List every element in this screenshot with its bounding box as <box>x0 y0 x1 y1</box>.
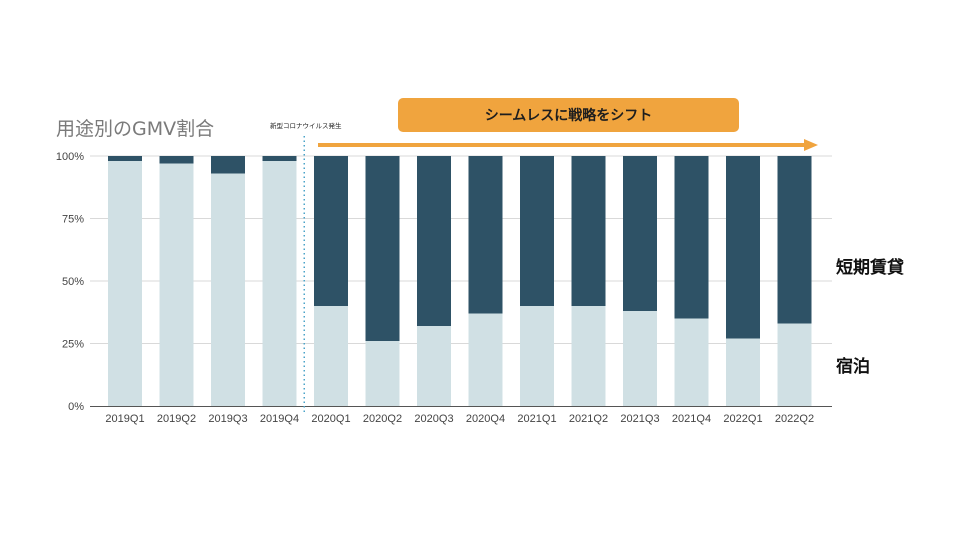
bar-lodging-2021Q1 <box>520 306 554 406</box>
bar-lodging-2022Q2 <box>777 323 812 406</box>
y-tick-label: 25% <box>62 339 84 351</box>
x-tick-label: 2021Q3 <box>620 413 659 425</box>
bar-short-term-rental-2021Q4 <box>674 156 709 319</box>
x-tick-label: 2019Q3 <box>208 413 247 425</box>
x-tick-label: 2021Q2 <box>569 413 608 425</box>
bar-lodging-2021Q4 <box>674 318 709 406</box>
bars <box>108 156 812 406</box>
x-tick-label: 2021Q4 <box>672 413 711 425</box>
x-ticks: 2019Q1 2019Q2 2019Q3 2019Q4 2020Q1 2020Q2 2020… <box>105 413 814 425</box>
bar-short-term-rental-2019Q2 <box>159 156 194 164</box>
bar-short-term-rental-2020Q3 <box>417 156 451 326</box>
bar-short-term-rental-2021Q1 <box>520 156 554 306</box>
strategy-arrow <box>318 139 818 151</box>
y-tick-label: 100% <box>56 151 84 163</box>
legend-lodging: 宿泊 <box>836 357 870 377</box>
covid-event-label: 新型コロナウイルス発生 <box>270 122 342 130</box>
y-tick-label: 0% <box>68 401 84 413</box>
bar-lodging-2019Q4 <box>262 161 297 406</box>
x-tick-label: 2020Q4 <box>466 413 505 425</box>
bar-lodging-2021Q2 <box>571 306 606 406</box>
bar-short-term-rental-2021Q2 <box>571 156 606 306</box>
bar-short-term-rental-2019Q4 <box>262 156 297 161</box>
y-ticks: 0% 25% 50% 75% 100% <box>56 151 84 413</box>
bar-lodging-2020Q2 <box>365 341 400 406</box>
x-tick-label: 2020Q2 <box>363 413 402 425</box>
strategy-arrow-head <box>804 139 818 151</box>
bar-lodging-2019Q1 <box>108 161 142 406</box>
bar-short-term-rental-2019Q3 <box>211 156 245 174</box>
legend-short-term-rental: 短期賃貸 <box>836 258 904 278</box>
bar-short-term-rental-2021Q3 <box>623 156 657 311</box>
x-tick-label: 2019Q1 <box>105 413 144 425</box>
bar-lodging-2020Q4 <box>468 313 503 406</box>
bar-short-term-rental-2019Q1 <box>108 156 142 161</box>
strategy-banner-text: シームレスに戦略をシフト <box>484 108 653 124</box>
x-tick-label: 2020Q1 <box>311 413 350 425</box>
bar-lodging-2020Q1 <box>314 306 348 406</box>
gridlines <box>90 155 832 344</box>
bar-short-term-rental-2020Q2 <box>365 156 400 341</box>
bar-short-term-rental-2020Q1 <box>314 156 348 306</box>
x-tick-label: 2022Q2 <box>775 413 814 425</box>
bar-lodging-2019Q2 <box>159 163 194 406</box>
bar-lodging-2019Q3 <box>211 173 245 406</box>
y-tick-label: 75% <box>62 214 84 226</box>
chart-title: 用途別のGMV割合 <box>56 118 215 140</box>
bar-short-term-rental-2022Q2 <box>777 156 812 324</box>
bar-short-term-rental-2020Q4 <box>468 156 503 314</box>
x-tick-label: 2020Q3 <box>414 413 453 425</box>
bar-lodging-2021Q3 <box>623 311 657 406</box>
x-tick-label: 2021Q1 <box>517 413 556 425</box>
bar-short-term-rental-2022Q1 <box>726 156 760 339</box>
x-tick-label: 2019Q4 <box>260 413 299 425</box>
x-tick-label: 2019Q2 <box>157 413 196 425</box>
strategy-banner: シームレスに戦略をシフト <box>398 98 739 132</box>
x-tick-label: 2022Q1 <box>723 413 762 425</box>
bar-lodging-2020Q3 <box>417 326 451 406</box>
bar-lodging-2022Q1 <box>726 338 760 406</box>
y-tick-label: 50% <box>62 276 84 288</box>
